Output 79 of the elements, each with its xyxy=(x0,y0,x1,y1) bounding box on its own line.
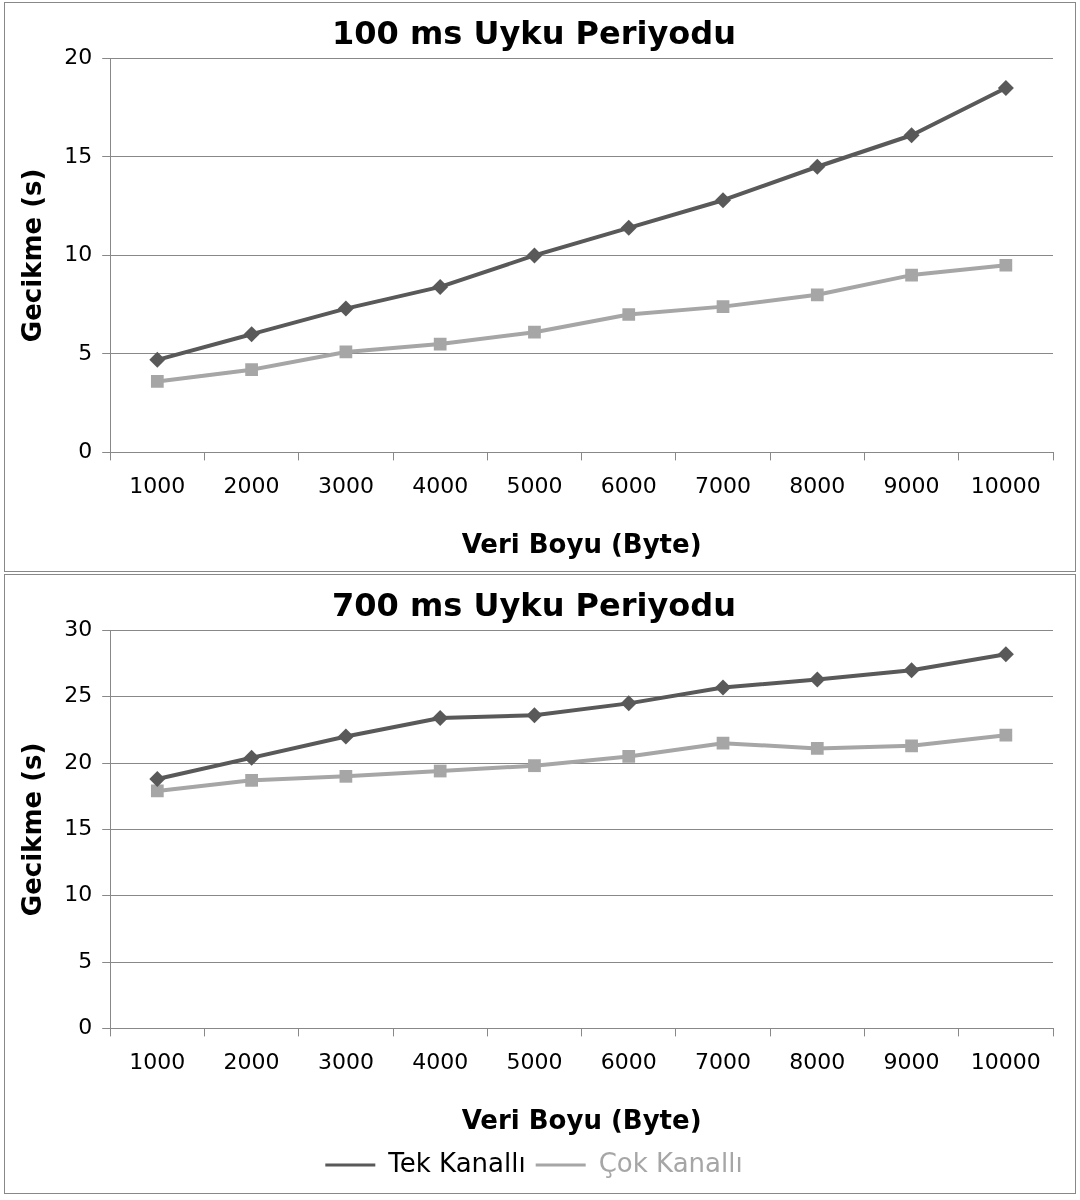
point xyxy=(809,158,826,175)
y-tick-label: 20 xyxy=(64,748,93,774)
point xyxy=(620,695,637,712)
point xyxy=(715,192,732,209)
y-tick-label: 5 xyxy=(78,339,93,365)
point xyxy=(809,671,826,688)
point xyxy=(150,784,164,798)
point xyxy=(432,278,449,295)
point xyxy=(905,268,918,282)
point xyxy=(337,300,354,317)
point xyxy=(243,749,260,766)
point xyxy=(149,351,166,368)
x-tick-label: 2000 xyxy=(223,473,280,499)
point xyxy=(999,258,1013,272)
point xyxy=(243,326,260,343)
x-tick-label: 2000 xyxy=(223,1049,280,1075)
point xyxy=(245,363,258,377)
point xyxy=(810,288,824,302)
point xyxy=(150,375,164,388)
legend-label: Çok Kanallı xyxy=(598,1147,743,1178)
point xyxy=(716,300,730,313)
y-tick-label: 20 xyxy=(64,44,93,70)
legend-label: Tek Kanallı xyxy=(387,1147,526,1178)
point xyxy=(245,773,258,787)
point xyxy=(526,247,543,264)
point xyxy=(528,759,541,773)
point xyxy=(337,728,354,745)
point xyxy=(622,308,636,321)
point xyxy=(903,662,920,679)
chart-title: 700 ms Uyku Periyodu xyxy=(332,585,736,624)
y-axis-title: Gecikme (s) xyxy=(17,742,48,917)
point xyxy=(433,764,447,778)
point xyxy=(999,728,1013,742)
point xyxy=(433,337,447,351)
y-axis-title: Gecikme (s) xyxy=(17,168,48,343)
x-tick-label: 10000 xyxy=(970,1049,1041,1075)
x-tick-label: 1000 xyxy=(129,1049,186,1075)
y-tick-label: 15 xyxy=(64,815,93,841)
x-tick-label: 5000 xyxy=(506,473,563,499)
chart-title: 100 ms Uyku Periyodu xyxy=(332,13,736,52)
x-tick-label: 4000 xyxy=(412,473,469,499)
y-tick-label: 30 xyxy=(64,616,93,642)
x-tick-label: 6000 xyxy=(600,1049,657,1075)
y-tick-label: 15 xyxy=(64,142,93,168)
point xyxy=(339,769,353,783)
point xyxy=(149,770,166,787)
point xyxy=(716,736,730,750)
x-tick-label: 3000 xyxy=(317,1049,374,1075)
x-tick-label: 1000 xyxy=(129,473,186,499)
x-tick-label: 8000 xyxy=(789,473,846,499)
point xyxy=(528,325,541,339)
y-tick-label: 0 xyxy=(78,1014,93,1040)
point xyxy=(620,219,637,236)
y-tick-label: 0 xyxy=(78,438,93,464)
x-tick-label: 7000 xyxy=(695,473,752,499)
x-tick-label: 9000 xyxy=(883,473,940,499)
y-tick-label: 10 xyxy=(64,241,93,267)
x-tick-label: 9000 xyxy=(883,1049,940,1075)
point xyxy=(903,127,920,144)
point xyxy=(905,739,918,753)
x-tick-label: 3000 xyxy=(317,473,374,499)
point xyxy=(715,679,732,696)
x-tick-label: 4000 xyxy=(412,1049,469,1075)
x-tick-label: 8000 xyxy=(789,1049,846,1075)
y-tick-label: 25 xyxy=(64,682,93,708)
point xyxy=(997,646,1014,663)
point xyxy=(622,750,636,763)
y-tick-label: 5 xyxy=(78,947,93,973)
point xyxy=(997,79,1014,96)
point xyxy=(810,742,824,755)
x-axis-title: Veri Boyu (Byte) xyxy=(461,1105,702,1136)
x-tick-label: 10000 xyxy=(970,473,1041,499)
x-axis-title: Veri Boyu (Byte) xyxy=(461,529,702,560)
point xyxy=(526,707,543,724)
y-tick-label: 10 xyxy=(64,881,93,907)
x-tick-label: 7000 xyxy=(695,1049,752,1075)
x-tick-label: 5000 xyxy=(506,1049,563,1075)
point xyxy=(432,709,449,726)
x-tick-label: 6000 xyxy=(600,473,657,499)
